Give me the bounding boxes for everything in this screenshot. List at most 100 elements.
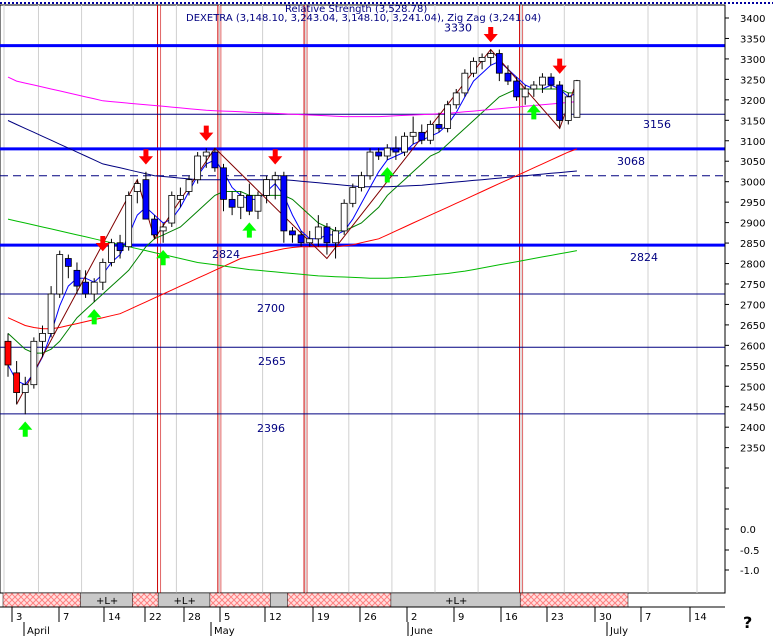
candle-body	[392, 147, 400, 153]
y-tick-label: 0.0	[740, 525, 756, 536]
candle-body	[237, 195, 245, 208]
level-label: 3068	[617, 155, 645, 168]
x-tick-label: 30	[599, 612, 612, 623]
candles	[4, 49, 581, 415]
x-tick-label: 19	[317, 612, 330, 623]
x-tick-label: 12	[269, 612, 282, 623]
candle-body	[539, 76, 546, 86]
level-label: 2824	[630, 251, 658, 264]
event-segment	[209, 592, 272, 608]
event-segment	[132, 592, 160, 608]
candle-body	[564, 96, 572, 121]
candle-body	[478, 57, 486, 62]
candle-body	[323, 226, 331, 244]
candle-body	[116, 242, 124, 252]
y-tick-label: 3100	[740, 137, 765, 148]
candle-body	[263, 179, 271, 196]
candle-body	[487, 53, 495, 58]
candle-body	[530, 84, 538, 90]
level-label: 2565	[258, 355, 286, 368]
candle-body	[280, 175, 288, 232]
candle-body	[159, 226, 167, 232]
candle-body	[444, 104, 452, 129]
x-axis: 3 7 14 22 28 5 12 19 26 2 9 16 23 30 7 14 April May June Ju…	[0, 606, 725, 636]
x-tick-label: 28	[188, 612, 201, 623]
candle-body	[125, 195, 133, 248]
sell-arrow	[199, 125, 214, 141]
sell-arrow	[483, 27, 498, 43]
chart-grid	[3, 5, 698, 593]
y-tick-label: 3000	[740, 178, 765, 189]
candle-body	[47, 293, 55, 334]
x-tick-label: 5	[224, 612, 230, 623]
candle-body	[383, 147, 391, 157]
candle-body	[194, 155, 202, 181]
x-tick-label: 2	[411, 612, 417, 623]
candle-body	[409, 131, 417, 137]
level-label: 3330	[444, 22, 472, 35]
x-tick-label: 14	[108, 612, 121, 623]
level-label: 2396	[257, 422, 285, 435]
event-segment	[287, 592, 393, 608]
candle-body	[99, 262, 107, 283]
candle-body	[556, 84, 564, 121]
x-tick-label: 9	[458, 612, 464, 623]
y-tick-label: 3400	[740, 14, 765, 25]
candle-body	[82, 281, 89, 295]
x-tick-label: 22	[149, 612, 162, 623]
y-tick-label: 2600	[740, 341, 765, 352]
candle-body	[73, 269, 81, 287]
buy-arrow	[87, 309, 102, 325]
month-label: June	[410, 626, 433, 636]
candle-body	[547, 76, 555, 86]
candle-body	[142, 179, 150, 220]
y-tick-label: 2750	[740, 280, 765, 291]
candle-body	[573, 80, 581, 118]
candle-body	[271, 175, 279, 181]
y-tick-label: 2550	[740, 362, 765, 373]
level-label: 2700	[257, 302, 285, 315]
candle-body	[375, 151, 383, 157]
y-tick-label: 2500	[740, 382, 765, 393]
candle-body	[30, 340, 38, 386]
help-icon[interactable]: ?	[743, 613, 752, 632]
candle-body	[435, 124, 443, 129]
signal-arrows	[18, 27, 567, 437]
candle-body	[504, 72, 512, 82]
candle-body	[151, 218, 158, 236]
candle-body	[461, 72, 469, 94]
y-tick-label: 3150	[740, 116, 765, 127]
y-tick-label: 2800	[740, 260, 765, 271]
sell-arrow	[268, 149, 283, 165]
candle-body	[349, 187, 357, 204]
y-tick-label: 3300	[740, 55, 765, 66]
candle-body	[90, 281, 98, 295]
candle-body	[358, 175, 365, 188]
y-tick-label: 2400	[740, 423, 765, 434]
candle-body	[228, 198, 236, 208]
candle-body	[426, 124, 434, 141]
overlay-indicator-text: Relative Strength (3,528.78)	[285, 4, 427, 15]
moving-average-line	[7, 88, 577, 354]
candle-body	[13, 372, 21, 393]
buy-arrow	[242, 222, 257, 238]
moving-average-line	[7, 148, 578, 330]
sell-arrow	[552, 58, 567, 74]
sell-arrow	[138, 149, 154, 165]
month-label: April	[27, 626, 50, 636]
x-tick-label: 7	[63, 612, 69, 623]
moving-average-line	[7, 76, 577, 118]
vertical-markers	[157, 5, 524, 593]
candle-body	[254, 195, 262, 212]
y-tick-label: 2350	[740, 444, 765, 455]
candle-body	[21, 384, 29, 393]
candle-body	[220, 167, 227, 200]
y-tick-label: 2450	[740, 403, 765, 414]
candle-body	[340, 202, 348, 232]
month-label: May	[214, 626, 235, 636]
candle-body	[202, 151, 210, 157]
x-tick-label: 14	[694, 612, 707, 623]
level-label: 3156	[643, 118, 671, 131]
x-tick-label: 7	[645, 612, 651, 623]
